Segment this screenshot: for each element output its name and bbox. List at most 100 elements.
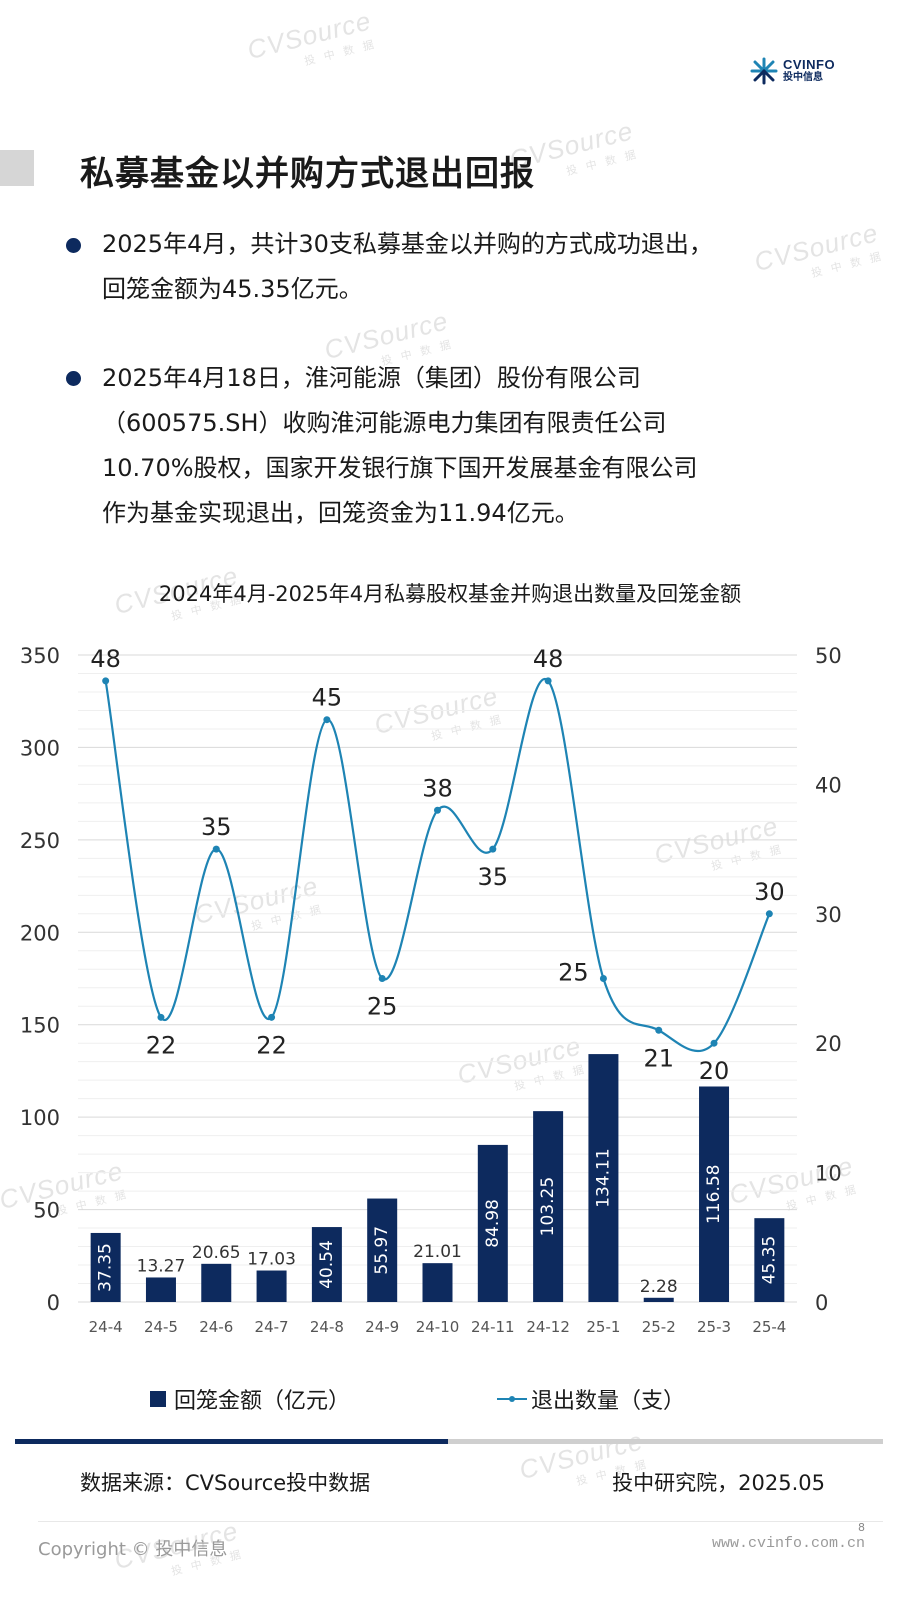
title-accent-bar <box>0 150 34 186</box>
line-point <box>544 677 552 685</box>
line-value-label: 21 <box>643 1044 674 1072</box>
bar <box>643 1297 674 1302</box>
x-tick-label: 24-8 <box>310 1318 344 1336</box>
brand-logo: CVINFO 投中信息 <box>749 56 835 86</box>
y-left-tick-label: 50 <box>33 1199 60 1223</box>
page-title: 私募基金以并购方式退出回报 <box>80 154 535 194</box>
line-value-label: 20 <box>699 1057 730 1085</box>
bar <box>201 1263 232 1302</box>
line-point <box>323 716 331 724</box>
line-point <box>655 1026 663 1034</box>
line-point <box>157 1013 165 1021</box>
footer-divider <box>38 1521 883 1522</box>
bar <box>367 1198 398 1302</box>
line-point <box>434 806 441 814</box>
x-tick-label: 24-4 <box>89 1318 123 1336</box>
bar-value-label: 40.54 <box>317 1240 337 1289</box>
bullet-line: 回笼金额为45.35亿元。 <box>102 275 363 303</box>
y-left-tick-label: 100 <box>20 1106 60 1130</box>
logo-text-en: CVINFO <box>783 57 836 72</box>
bar-value-label: 103.25 <box>538 1177 558 1236</box>
legend-label-count: 退出数量（支） <box>531 1389 686 1414</box>
y-right-tick-label: 30 <box>815 903 842 927</box>
watermark: CVSource 投 中 数 据 <box>751 217 886 280</box>
bar <box>533 1111 564 1302</box>
website-url: www.cvinfo.com.cn <box>711 1535 865 1552</box>
series-line-exit-count <box>104 677 771 1052</box>
bar-value-label: 37.35 <box>96 1243 116 1292</box>
line-point <box>378 975 386 982</box>
page-number: 8 <box>858 1521 865 1534</box>
line-value-label: 35 <box>201 813 232 841</box>
legend-swatch-line <box>497 1396 527 1402</box>
watermark: CVSource 投 中 数 据 <box>244 5 379 68</box>
y-right-tick-label: 0 <box>815 1291 828 1315</box>
bar-value-label: 2.28 <box>640 1277 678 1297</box>
copyright: Copyright © 投中信息 <box>38 1539 228 1560</box>
bar-value-label: 13.27 <box>137 1256 186 1276</box>
bullet-line: 作为基金实现退出，回笼资金为11.94亿元。 <box>102 499 579 527</box>
y-left-tick-label: 150 <box>20 1014 60 1038</box>
x-tick-label: 24-12 <box>526 1318 570 1336</box>
line-value-label: 30 <box>754 878 785 906</box>
line-value-label: 48 <box>90 645 121 673</box>
y-left-tick-label: 350 <box>20 644 60 668</box>
line-value-label: 38 <box>422 774 453 802</box>
bullet-line: 2025年4月，共计30支私募基金以并购的方式成功退出， <box>102 230 713 258</box>
y-left-tick-label: 300 <box>20 736 60 760</box>
line-value-label: 22 <box>146 1031 177 1059</box>
x-tick-label: 25-1 <box>586 1318 620 1336</box>
line-point <box>599 975 607 982</box>
x-tick-label: 25-2 <box>642 1318 676 1336</box>
publisher-date: 投中研究院，2025.05 <box>612 1471 825 1495</box>
line-point <box>212 845 220 853</box>
line-point <box>268 1013 276 1021</box>
x-tick-label: 24-11 <box>471 1318 515 1336</box>
bar <box>311 1227 342 1302</box>
logo-text-cn: 投中信息 <box>783 72 823 83</box>
bar <box>256 1270 287 1302</box>
line-value-label: 48 <box>533 645 564 673</box>
divider <box>15 1439 883 1444</box>
bullet-dot <box>66 238 81 253</box>
legend-label-amount: 回笼金额（亿元） <box>174 1389 351 1414</box>
bullet-line: 2025年4月18日，淮河能源（集团）股份有限公司 <box>102 364 641 392</box>
logo-icon <box>750 57 778 85</box>
x-tick-label: 24-6 <box>199 1318 233 1336</box>
bar <box>90 1232 121 1302</box>
y-right-tick-label: 20 <box>815 1032 842 1056</box>
line-value-label: 35 <box>478 863 509 891</box>
bar <box>588 1054 619 1302</box>
x-tick-label: 25-3 <box>697 1318 731 1336</box>
bar <box>422 1263 453 1302</box>
y-right-tick-label: 50 <box>815 644 842 668</box>
x-tick-label: 24-7 <box>255 1318 289 1336</box>
bar <box>754 1218 785 1302</box>
y-left-tick-label: 0 <box>47 1291 60 1315</box>
bullet-dot <box>66 371 81 386</box>
y-right-tick-label: 40 <box>815 773 842 797</box>
line-value-label: 25 <box>367 993 398 1021</box>
bullet-1: 2025年4月，共计30支私募基金以并购的方式成功退出， 回笼金额为45.35亿… <box>102 222 713 312</box>
line-value-label: 25 <box>558 959 589 987</box>
bar-value-label: 116.58 <box>704 1165 724 1224</box>
combo-chart: 0 50 100 150 200 250 300 350 0 10 20 30 40 50 24-4 24-5… <box>20 644 842 1336</box>
line-point <box>710 1039 718 1047</box>
bar <box>145 1277 176 1302</box>
line-value-label: 22 <box>256 1031 287 1059</box>
divider-accent <box>15 1439 448 1444</box>
legend-item-amount: 回笼金额（亿元） <box>150 1383 350 1415</box>
bullet-line: （600575.SH）收购淮河能源电力集团有限责任公司 <box>102 409 667 437</box>
x-tick-label: 24-10 <box>416 1318 460 1336</box>
bullet-2: 2025年4月18日，淮河能源（集团）股份有限公司 （600575.SH）收购淮… <box>102 356 698 536</box>
bar-value-label: 55.97 <box>372 1226 392 1275</box>
line-point <box>765 910 773 918</box>
legend-swatch-bar <box>150 1391 166 1407</box>
chart-title: 2024年4月-2025年4月私募股权基金并购退出数量及回笼金额 <box>158 582 742 606</box>
legend-item-count: 退出数量（支） <box>497 1383 685 1415</box>
bar-value-label: 134.11 <box>593 1148 613 1207</box>
bar <box>699 1086 730 1302</box>
y-left-tick-label: 250 <box>20 829 60 853</box>
bar-value-label: 45.35 <box>759 1236 779 1285</box>
y-right-tick-label: 10 <box>815 1162 842 1186</box>
